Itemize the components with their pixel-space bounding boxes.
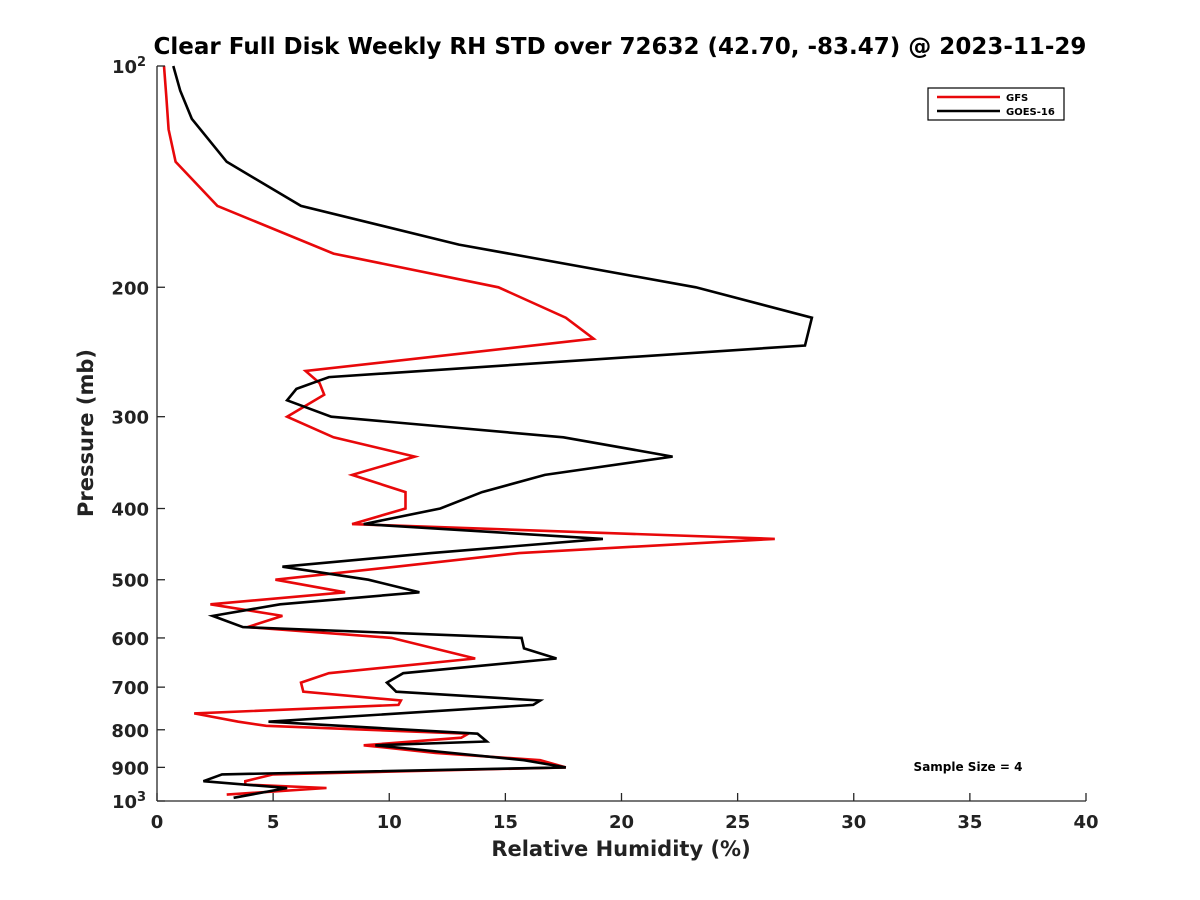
x-tick-label: 10 <box>377 812 402 833</box>
y-tick-label: 200 <box>111 278 149 299</box>
series-line-gfs <box>162 65 775 796</box>
x-tick-label: 25 <box>725 812 750 833</box>
x-axis-label: Relative Humidity (%) <box>491 837 750 861</box>
x-tick-label: 5 <box>267 812 280 833</box>
plot-area: 0 5 10 15 20 25 30 35 40 10 220030040050060070080… <box>111 55 1098 833</box>
legend-label-gfs: GFS <box>1006 93 1028 104</box>
y-tick-label: 600 <box>111 629 149 650</box>
x-tick-label: 20 <box>609 812 634 833</box>
legend: GFS GOES-16 <box>927 87 1065 121</box>
y-tick-label: 800 <box>111 721 149 742</box>
series-line-goes16 <box>172 65 814 800</box>
y-tick-label: 400 <box>111 500 149 521</box>
series-layer <box>162 65 814 800</box>
y-axis-label: Pressure (mb) <box>74 349 98 517</box>
y-tick-label: 10 <box>112 57 137 78</box>
legend-box <box>927 87 1065 121</box>
chart-title: Clear Full Disk Weekly RH STD over 72632… <box>154 34 1087 60</box>
y-tick-exponent: 2 <box>137 55 146 70</box>
y-tick-label: 300 <box>111 408 149 429</box>
x-tick-label: 15 <box>493 812 518 833</box>
legend-label-goes16: GOES-16 <box>1006 107 1055 118</box>
y-tick-label: 900 <box>111 758 149 779</box>
y-tick-exponent: 3 <box>137 790 146 805</box>
x-tick-label: 35 <box>957 812 982 833</box>
x-tick-label: 30 <box>841 812 866 833</box>
sample-size-annotation: Sample Size = 4 <box>914 760 1023 774</box>
x-tick-label: 0 <box>151 812 164 833</box>
y-tick-label: 700 <box>111 678 149 699</box>
x-ticks: 0 5 10 15 20 25 30 35 40 <box>151 793 1099 833</box>
x-tick-label: 40 <box>1073 812 1098 833</box>
y-tick-label: 10 <box>112 792 137 813</box>
y-tick-label: 500 <box>111 571 149 592</box>
